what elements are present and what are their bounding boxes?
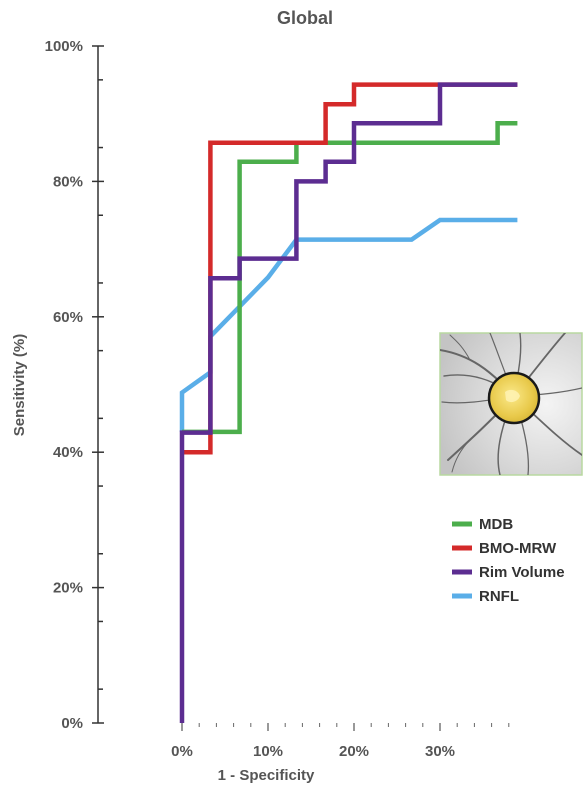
legend: MDB BMO-MRW Rim Volume RNFL bbox=[452, 516, 565, 605]
series-line-mdb bbox=[182, 120, 518, 435]
legend-label-rnfl: RNFL bbox=[479, 588, 519, 605]
series-line-rim-volume bbox=[179, 82, 518, 723]
legend-label-mdb: MDB bbox=[479, 516, 513, 533]
y-ticks: 0% 20% 40% 60% 80% 100% bbox=[45, 38, 104, 732]
chart-title: Global bbox=[277, 8, 333, 28]
series-line-rnfl bbox=[179, 217, 518, 432]
y-tick-label: 0% bbox=[61, 715, 83, 732]
x-ticks: 0% 10% 20% 30% bbox=[171, 723, 510, 760]
fundus-image bbox=[439, 332, 583, 476]
y-axis-label: Sensitivity (%) bbox=[11, 334, 28, 437]
y-tick-label: 40% bbox=[53, 444, 83, 461]
x-axis-label: 1 - Specificity bbox=[218, 767, 315, 784]
x-tick-label: 10% bbox=[253, 743, 283, 760]
y-tick-label: 20% bbox=[53, 580, 83, 597]
x-tick-label: 20% bbox=[339, 743, 369, 760]
x-axis: 0% 10% 20% 30% bbox=[171, 723, 510, 760]
legend-label-bmo-mrw: BMO-MRW bbox=[479, 540, 557, 557]
y-tick-label: 80% bbox=[53, 173, 83, 190]
legend-label-rim-volume: Rim Volume bbox=[479, 564, 565, 581]
y-minor-ticks bbox=[98, 79, 103, 690]
y-tick-label: 60% bbox=[53, 309, 83, 326]
series-group bbox=[179, 82, 518, 723]
y-tick-label: 100% bbox=[45, 38, 83, 55]
x-tick-label: 30% bbox=[425, 743, 455, 760]
x-tick-label: 0% bbox=[171, 743, 193, 760]
y-axis: 0% 20% 40% 60% 80% 100% bbox=[45, 38, 104, 732]
